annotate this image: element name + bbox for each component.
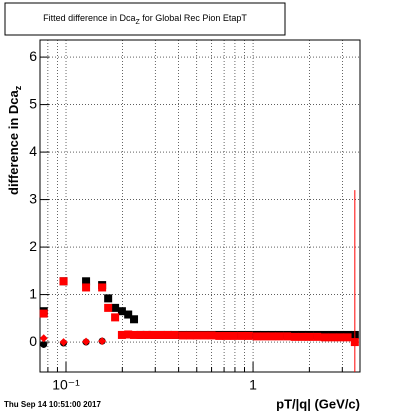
x-tick-label: 10⁻¹ [52, 377, 80, 393]
marker [111, 303, 120, 312]
marker [130, 315, 139, 324]
marker [148, 330, 157, 339]
marker [124, 330, 133, 339]
marker [82, 337, 91, 346]
y-tick-label: 1 [29, 285, 37, 301]
footer: Thu Sep 14 10:51:00 2017 [4, 400, 101, 409]
marker [253, 332, 262, 341]
marker [320, 333, 329, 342]
title-box [4, 2, 286, 36]
y-label-sub: z [13, 85, 23, 90]
marker [298, 332, 307, 341]
marker [156, 330, 165, 339]
title-text: Fitted difference in Dca [43, 13, 135, 23]
marker [59, 277, 68, 286]
marker [336, 333, 345, 342]
marker [267, 332, 276, 341]
marker [290, 332, 299, 341]
marker [313, 332, 322, 341]
x-tick-label: 1 [249, 377, 257, 393]
marker [170, 330, 179, 339]
marker [40, 340, 48, 348]
marker [117, 307, 126, 316]
marker [124, 310, 133, 319]
y-tick-label: 0 [29, 333, 37, 349]
y-tick-label: 6 [29, 48, 37, 64]
marker [192, 331, 201, 340]
marker [82, 277, 91, 286]
marker [185, 331, 194, 340]
y-label-text: difference in Dca [6, 89, 21, 195]
y-tick-label: 5 [29, 95, 37, 111]
marker [207, 331, 216, 340]
marker [215, 331, 224, 340]
marker [328, 333, 337, 342]
marker [59, 338, 68, 347]
marker [39, 334, 48, 343]
y-tick-label: 3 [29, 190, 37, 206]
marker [98, 337, 107, 346]
plot-frame [39, 39, 361, 373]
marker [275, 332, 284, 341]
marker [142, 330, 151, 339]
marker [104, 303, 113, 312]
marker [237, 331, 246, 340]
chart-title: Fitted difference in DcaZ for Global Rec… [43, 13, 247, 25]
title-text: for Global Rec Pion EtapT [140, 13, 248, 23]
marker [104, 294, 113, 303]
marker [130, 330, 139, 339]
y-tick-label: 4 [29, 143, 37, 159]
marker [98, 283, 107, 292]
marker [117, 330, 126, 339]
marker [350, 338, 359, 347]
marker [283, 332, 292, 341]
marker [305, 332, 314, 341]
marker [111, 313, 120, 322]
marker [163, 330, 172, 339]
marker [136, 330, 145, 339]
marker [39, 309, 48, 318]
marker [229, 331, 238, 340]
marker [244, 331, 253, 340]
marker [222, 331, 231, 340]
y-axis-label: difference in Dcaz [6, 85, 23, 195]
y-tick-label: 2 [29, 238, 37, 254]
marker [178, 331, 187, 340]
title-sub: Z [136, 19, 141, 26]
x-axis-label: pT/|q| (GeV/c) [276, 396, 360, 411]
marker [82, 283, 91, 292]
marker [260, 332, 269, 341]
marker [200, 331, 209, 340]
marker [343, 333, 352, 342]
